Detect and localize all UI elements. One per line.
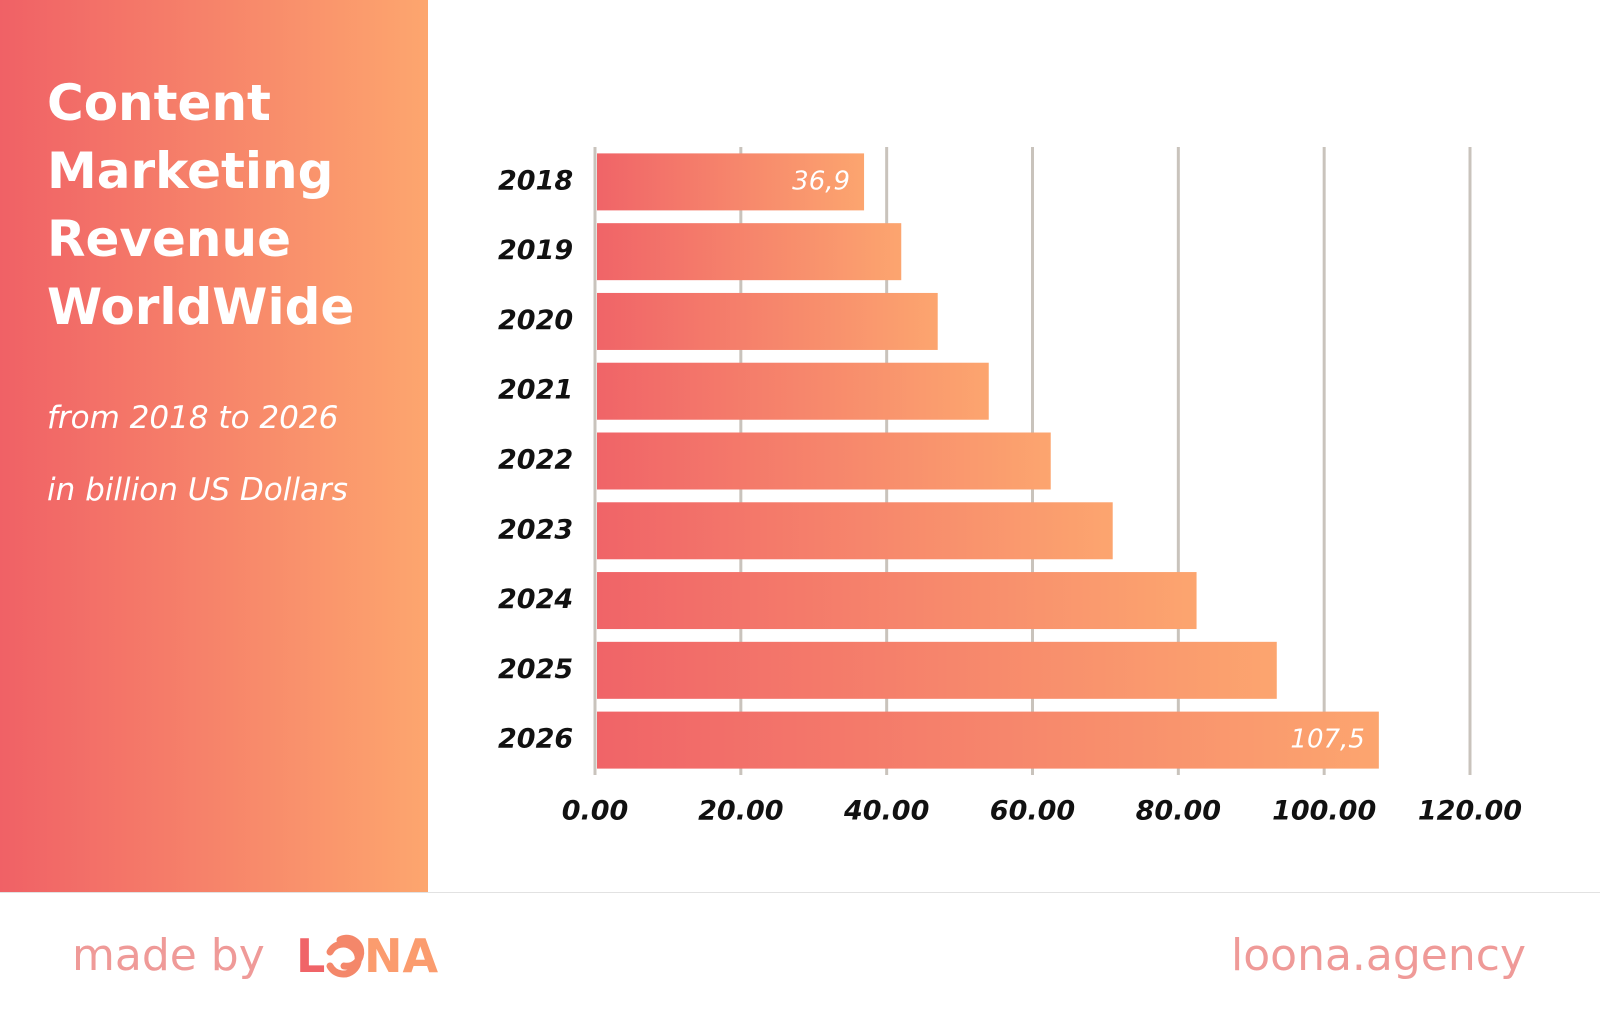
- logo-swirl: [326, 934, 365, 978]
- y-tick-label: 2018: [498, 165, 573, 196]
- value-label: 36,9: [792, 166, 850, 196]
- y-tick-label: 2024: [498, 584, 573, 615]
- subtitle: from 2018 to 2026: [47, 400, 338, 436]
- x-tick-label: 0.00: [562, 796, 629, 827]
- bar: [597, 572, 1197, 630]
- title-line: Revenue: [47, 210, 291, 268]
- bar: [597, 292, 938, 350]
- bar: [597, 153, 865, 211]
- x-tick-label: 100.00: [1272, 796, 1376, 827]
- y-tick-label: 2025: [498, 654, 573, 685]
- y-tick-label: 2026: [498, 724, 573, 755]
- logo-text: L: [296, 929, 325, 983]
- made-by: made by: [72, 930, 265, 981]
- y-tick-label: 2022: [498, 445, 573, 476]
- site-url: loona.agency: [1231, 930, 1526, 981]
- y-tick-label: 2019: [498, 235, 573, 266]
- bar: [597, 223, 902, 281]
- bar: [597, 711, 1379, 769]
- y-tick-label: 2020: [498, 305, 573, 336]
- logo-text: NA: [364, 929, 438, 983]
- bar: [597, 641, 1277, 699]
- x-tick-label: 40.00: [843, 796, 929, 827]
- title-line: Marketing: [47, 142, 333, 200]
- unit-note: in billion US Dollars: [47, 472, 348, 508]
- side-panel: [0, 0, 428, 892]
- x-tick-label: 80.00: [1136, 796, 1221, 827]
- bar: [597, 362, 989, 420]
- x-tick-label: 60.00: [990, 796, 1075, 827]
- logo: L NA: [296, 929, 438, 983]
- bar: [597, 502, 1113, 560]
- x-tick-label: 120.00: [1418, 796, 1522, 827]
- x-tick-label: 20.00: [698, 796, 783, 827]
- value-label: 107,5: [1290, 725, 1364, 755]
- title-line: WorldWide: [47, 278, 354, 336]
- title-line: Content: [47, 74, 271, 132]
- y-tick-label: 2021: [498, 375, 573, 406]
- bar: [597, 432, 1051, 490]
- y-tick-label: 2023: [498, 514, 573, 545]
- title: Content Marketing Revenue WorldWide: [47, 74, 354, 336]
